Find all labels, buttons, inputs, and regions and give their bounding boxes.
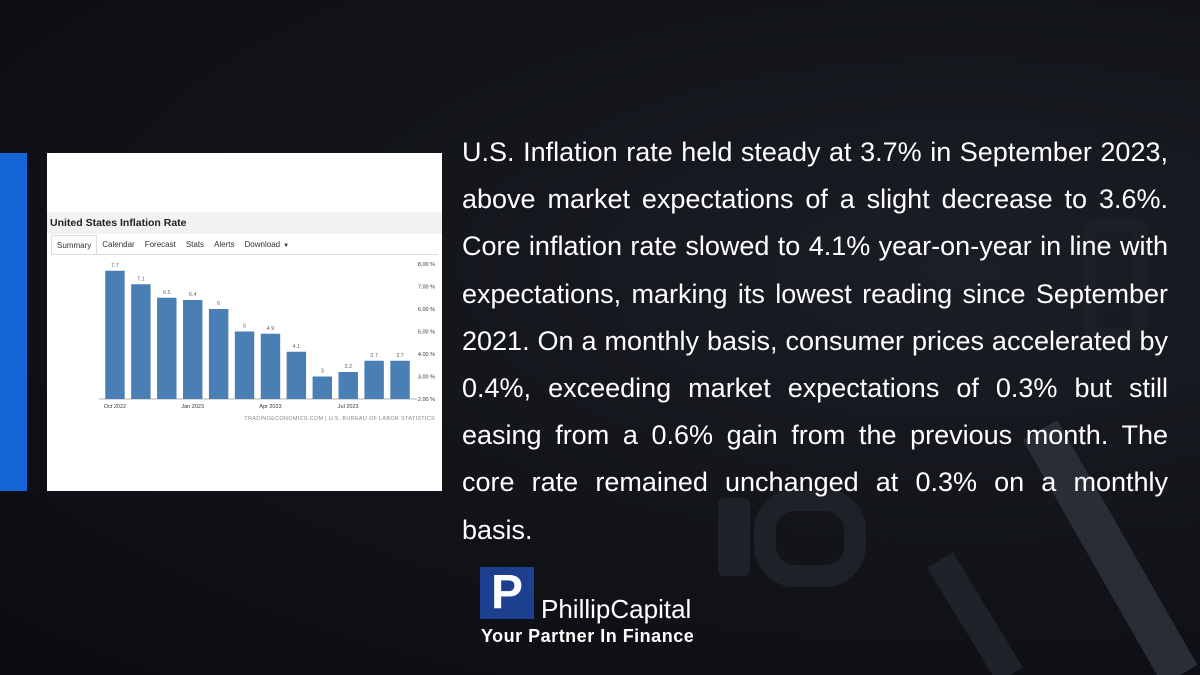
x-tick-label: Oct 2022 bbox=[104, 404, 126, 410]
chart-bar bbox=[364, 360, 384, 399]
y-tick-label: 7.00 % bbox=[418, 285, 435, 291]
bar-data-label: 3.2 bbox=[344, 364, 352, 370]
chart-bar bbox=[131, 284, 151, 399]
bar-data-label: 3.7 bbox=[396, 353, 404, 359]
chart-tabs: Summary Calendar Forecast Stats Alerts D… bbox=[51, 235, 294, 255]
chart-bar bbox=[182, 300, 203, 399]
phillipcapital-logo: P bbox=[480, 567, 534, 619]
chart-panel: United States Inflation Rate Summary Cal… bbox=[47, 153, 442, 491]
article-text: U.S. Inflation rate held steady at 3.7% … bbox=[462, 137, 1168, 545]
chart-bar bbox=[390, 360, 410, 399]
bar-data-label: 3.7 bbox=[370, 353, 378, 359]
bar-data-label: 4.9 bbox=[267, 326, 275, 332]
chart-source: TRADINGECONOMICS.COM | U.S. BUREAU OF LA… bbox=[244, 416, 435, 422]
inflation-bar-chart: 7.7 7.1 6.5 6.4 6 5 4.9 4.1 3 3.2 3.7 3.7 Oct 2022 Ja… bbox=[99, 262, 435, 410]
y-tick-label: 2.00 % bbox=[418, 397, 435, 403]
chart-bar bbox=[286, 351, 307, 399]
bar-data-label: 7.1 bbox=[137, 276, 145, 282]
x-tick-label: Apr 2023 bbox=[259, 404, 281, 410]
bar-data-label: 6.4 bbox=[189, 292, 197, 298]
x-tick-label: Jan 2023 bbox=[181, 404, 204, 410]
brand-name: PhillipCapital bbox=[541, 594, 692, 624]
chart-bar bbox=[105, 270, 125, 399]
tab-forecast[interactable]: Forecast bbox=[144, 240, 176, 249]
tab-download-label: Download bbox=[244, 240, 281, 249]
tab-download[interactable]: Download ▼ bbox=[240, 235, 295, 255]
bar-data-label: 3 bbox=[321, 369, 324, 375]
tab-summary[interactable]: Summary bbox=[51, 235, 98, 255]
chart-bar bbox=[208, 309, 229, 399]
bar-data-label: 5 bbox=[243, 324, 246, 330]
chart-bar bbox=[234, 331, 255, 399]
bar-data-label: 7.7 bbox=[111, 263, 119, 269]
brand-tagline: Your Partner In Finance bbox=[481, 626, 695, 646]
y-tick-label: 8.00 % bbox=[418, 262, 435, 268]
y-tick-label: 4.00 % bbox=[418, 352, 435, 358]
chart-bar bbox=[312, 376, 333, 399]
logo-letter: P bbox=[490, 566, 523, 619]
tab-calendar[interactable]: Calendar bbox=[102, 240, 135, 249]
bar-data-label: 6.5 bbox=[163, 290, 171, 296]
chart-bar bbox=[338, 372, 358, 399]
tab-divider bbox=[51, 254, 438, 255]
bar-data-label: 6 bbox=[217, 301, 220, 307]
x-tick-label: Jul 2023 bbox=[338, 404, 359, 410]
chevron-down-icon: ▼ bbox=[283, 243, 290, 249]
accent-bar bbox=[0, 153, 27, 491]
tab-stats[interactable]: Stats bbox=[185, 240, 205, 249]
tab-alerts[interactable]: Alerts bbox=[214, 240, 235, 249]
bar-data-label: 4.1 bbox=[293, 344, 301, 350]
y-tick-label: 3.00 % bbox=[418, 375, 435, 381]
y-tick-label: 6.00 % bbox=[418, 307, 435, 313]
chart-bar bbox=[260, 333, 281, 399]
chart-bar bbox=[157, 297, 177, 399]
y-tick-label: 5.00 % bbox=[418, 330, 435, 336]
chart-panel-title: United States Inflation Rate bbox=[47, 212, 442, 234]
